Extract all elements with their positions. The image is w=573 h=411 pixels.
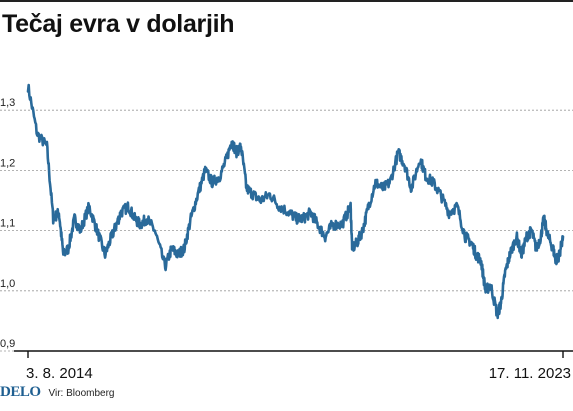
series-layer (26, 83, 565, 320)
x-start-label: 3. 8. 2014 (26, 365, 93, 382)
x-end-label: 17. 11. 2023 (489, 365, 571, 382)
gridlines (0, 109, 573, 352)
top-rule (0, 0, 573, 2)
y-tick-label: 1,0 (0, 278, 15, 290)
delo-logo: DELO (0, 384, 41, 400)
source-credit: Vir: Bloomberg (48, 388, 115, 399)
footer: DELO Vir: Bloomberg (0, 384, 114, 406)
chart-title: Tečaj evra v dolarjih (2, 10, 235, 38)
y-tick-label: 0,9 (0, 338, 15, 350)
axes (14, 350, 573, 358)
y-tick-label: 1,2 (0, 157, 15, 169)
tick-labels: 1,3 1,2 1,1 1,0 0,9 3. 8. 2014 17. 11. 2023 (0, 97, 571, 382)
eur-usd-line (26, 83, 565, 320)
y-tick-label: 1,3 (0, 97, 15, 109)
y-tick-label: 1,1 (0, 218, 15, 230)
